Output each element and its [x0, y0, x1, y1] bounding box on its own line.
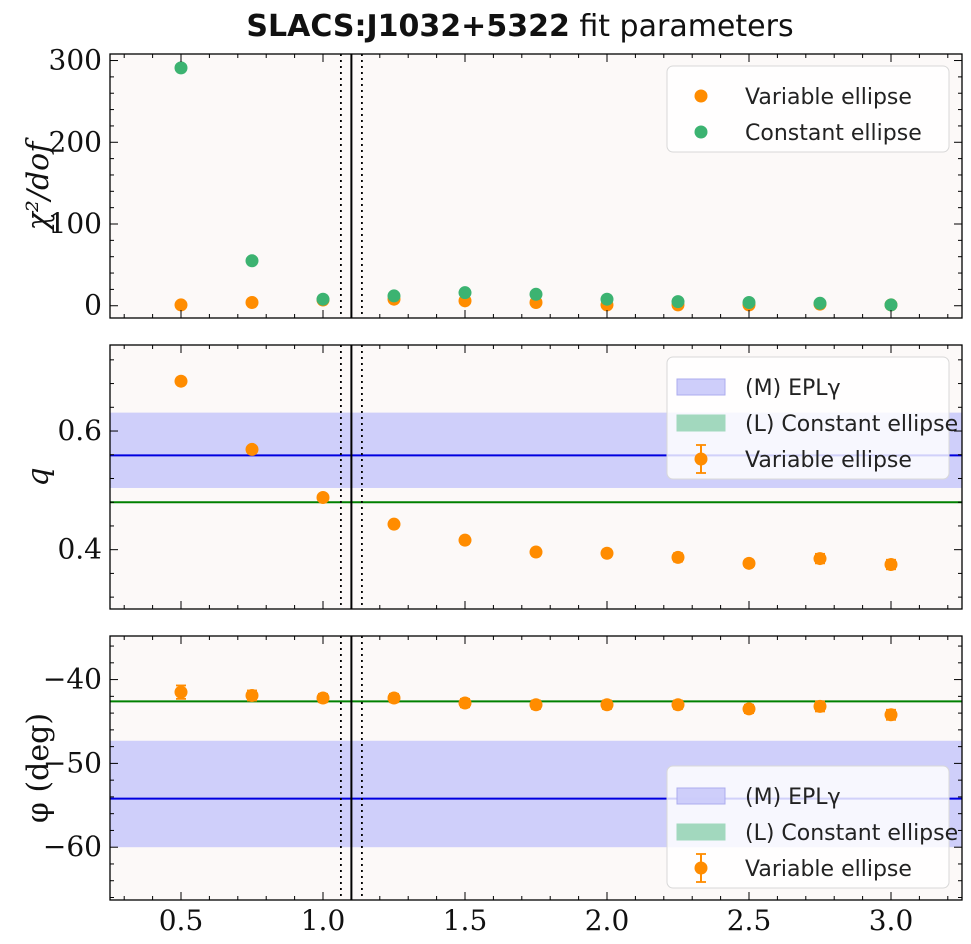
legend: Variable ellipse Constant ellipse: [667, 66, 949, 152]
data-point-constant-ellipse: [672, 295, 685, 308]
data-point-variable-ellipse: [885, 558, 898, 571]
legend-swatch: [677, 824, 725, 840]
data-point-variable-ellipse: [601, 698, 614, 711]
data-point-constant-ellipse: [175, 61, 188, 74]
y-tick-label: 0: [84, 289, 102, 322]
data-point-variable-ellipse: [672, 551, 685, 564]
x-tick-label: 3.0: [869, 904, 914, 937]
data-point-variable-ellipse: [601, 547, 614, 560]
legend-marker: [695, 90, 708, 103]
x-tick-label: 0.5: [159, 904, 204, 937]
legend-label: (M) EPLγ: [745, 785, 841, 810]
figure-title-rest: fit parameters: [570, 9, 794, 44]
legend-label: (L) Constant ellipse: [745, 412, 958, 437]
y-axis-label: q: [21, 467, 56, 486]
legend-marker: [695, 862, 708, 875]
data-point-variable-ellipse: [175, 298, 188, 311]
data-point-variable-ellipse: [459, 534, 472, 547]
x-tick-label: 2.0: [585, 904, 630, 937]
data-point-variable-ellipse: [175, 375, 188, 388]
data-point-constant-ellipse: [601, 293, 614, 306]
y-tick-label: −60: [43, 830, 102, 863]
legend-swatch: [677, 379, 725, 395]
data-point-constant-ellipse: [246, 254, 259, 267]
y-tick-label: 300: [49, 44, 102, 77]
legend-label: Variable ellipse: [745, 857, 912, 882]
data-point-variable-ellipse: [743, 557, 756, 570]
data-point-variable-ellipse: [743, 702, 756, 715]
data-point-variable-ellipse: [388, 692, 401, 705]
data-point-variable-ellipse: [388, 518, 401, 531]
data-point-constant-ellipse: [814, 297, 827, 310]
data-point-variable-ellipse: [530, 698, 543, 711]
data-point-constant-ellipse: [885, 298, 898, 311]
data-point-constant-ellipse: [388, 289, 401, 302]
data-point-variable-ellipse: [814, 552, 827, 565]
data-point-variable-ellipse: [317, 491, 330, 504]
legend: (M) EPLγ (L) Constant ellipse Variable ell…: [667, 357, 958, 479]
y-tick-label: 0.4: [57, 533, 102, 566]
legend-label: (M) EPLγ: [745, 376, 841, 401]
data-point-variable-ellipse: [246, 443, 259, 456]
legend-label: Variable ellipse: [745, 448, 912, 473]
y-tick-label: 200: [49, 125, 102, 158]
legend-swatch: [677, 788, 725, 804]
panels-group: 0 100 200 300 χ²/dof Variable ellipse Constant…: [21, 44, 962, 937]
legend: (M) EPLγ (L) Constant ellipse Variable ell…: [667, 766, 958, 888]
panel-phi: 0.5 1.0 1.5 2.0 2.5 3.0−40−50−60φ (deg) (M) EP…: [21, 636, 962, 937]
data-point-variable-ellipse: [814, 700, 827, 713]
data-point-variable-ellipse: [885, 708, 898, 721]
y-tick-label: −40: [43, 663, 102, 696]
panel-chi2: 0 100 200 300 χ²/dof Variable ellipse Constant…: [21, 44, 962, 322]
x-tick-label: 1.5: [443, 904, 488, 937]
data-point-variable-ellipse: [246, 296, 259, 309]
y-tick-label: 100: [49, 207, 102, 240]
x-tick-label: 2.5: [727, 904, 772, 937]
legend-swatch: [677, 415, 725, 431]
y-tick-label: 0.6: [57, 414, 102, 447]
data-point-constant-ellipse: [459, 286, 472, 299]
data-point-variable-ellipse: [246, 689, 259, 702]
legend-label: Variable ellipse: [745, 85, 912, 110]
legend-label: (L) Constant ellipse: [745, 821, 958, 846]
data-point-variable-ellipse: [530, 546, 543, 559]
x-tick-label: 1.0: [301, 904, 346, 937]
panel-q: 0.4 0.6 q (M) EPLγ (L) Constant ellipse Varia…: [21, 345, 962, 609]
figure-title: SLACS:J1032+5322 fit parameters: [246, 9, 793, 44]
data-point-variable-ellipse: [459, 697, 472, 710]
data-point-variable-ellipse: [317, 692, 330, 705]
data-point-variable-ellipse: [175, 686, 188, 699]
y-axis-label: φ (deg): [21, 713, 56, 823]
legend-marker: [695, 453, 708, 466]
data-point-variable-ellipse: [672, 698, 685, 711]
data-point-constant-ellipse: [317, 293, 330, 306]
legend-marker: [695, 126, 708, 139]
data-point-constant-ellipse: [530, 288, 543, 301]
figure-title-bold: SLACS:J1032+5322: [246, 9, 569, 44]
data-point-constant-ellipse: [743, 296, 756, 309]
y-axis-label: χ²/dof: [21, 137, 56, 233]
legend-label: Constant ellipse: [745, 121, 922, 146]
